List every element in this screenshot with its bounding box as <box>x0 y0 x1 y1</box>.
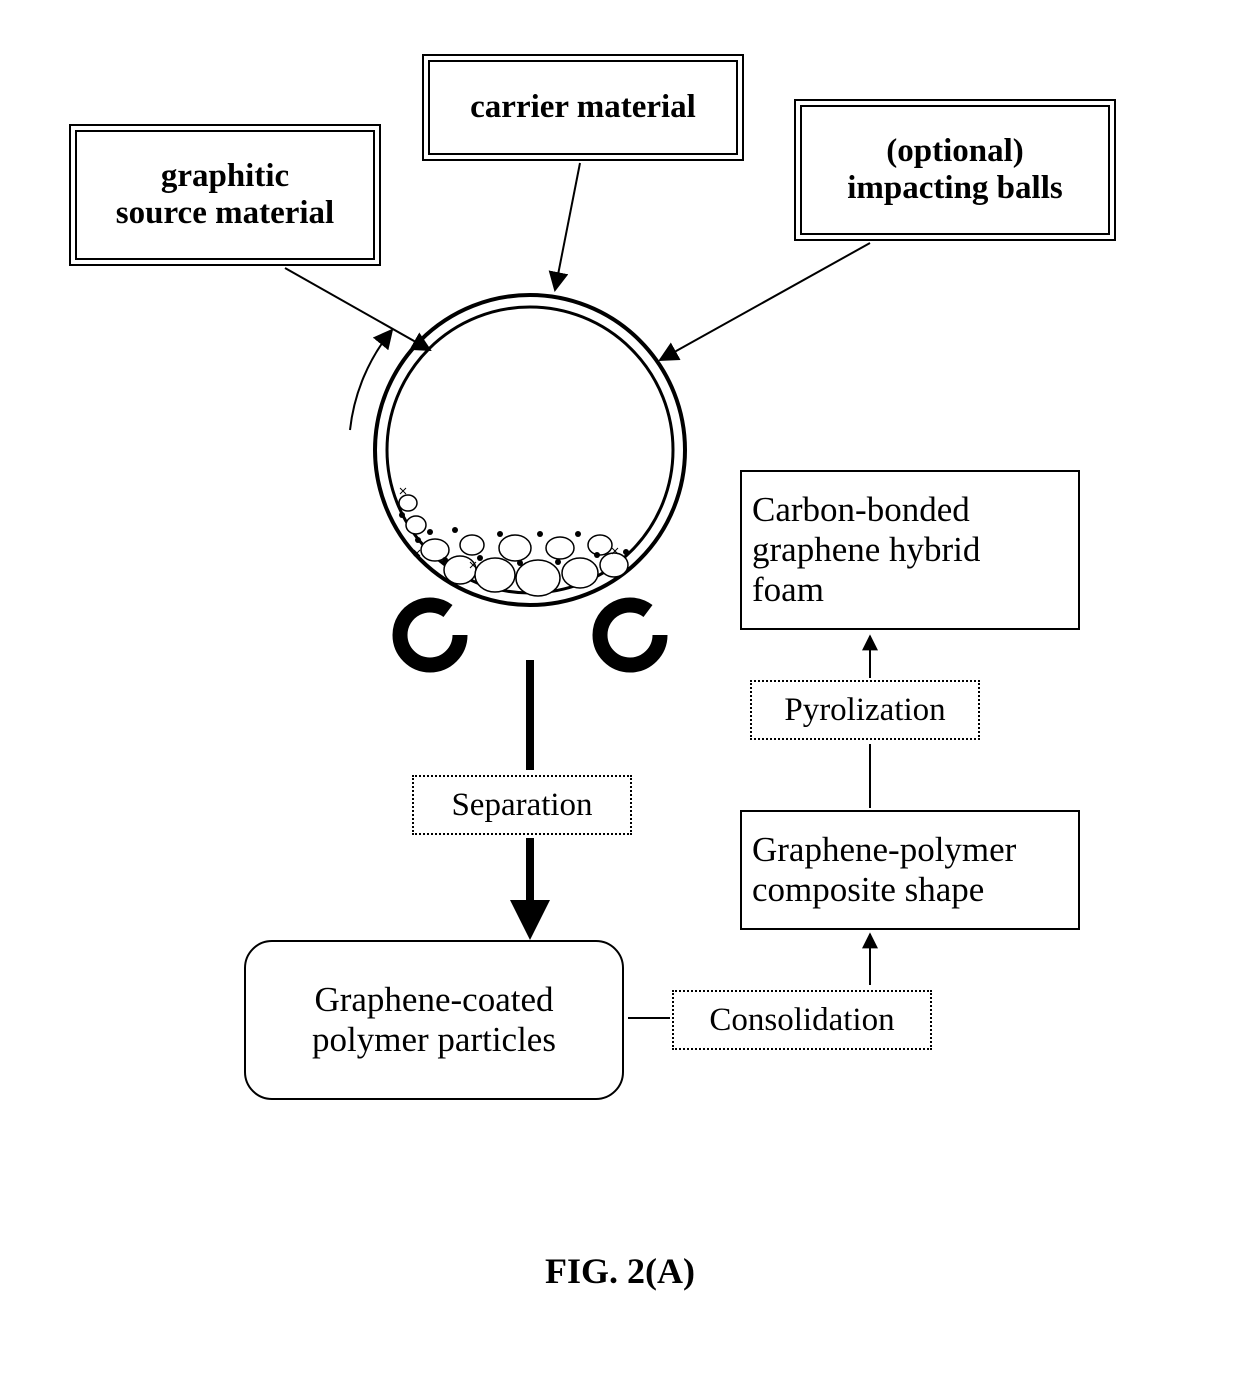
arrow-graphitic-to-mill <box>285 268 430 350</box>
arrow-carrier-to-mill <box>555 163 580 290</box>
diagram-canvas: graphitic source material carrier materi… <box>0 0 1240 1400</box>
mill-outer-circle <box>375 295 685 605</box>
mill-contents <box>399 488 629 596</box>
roller-right <box>600 605 660 665</box>
diagram-svg <box>0 0 1240 1400</box>
mill-rotation-arrow <box>350 330 392 430</box>
roller-left <box>400 605 460 665</box>
arrow-balls-to-mill <box>660 243 870 360</box>
